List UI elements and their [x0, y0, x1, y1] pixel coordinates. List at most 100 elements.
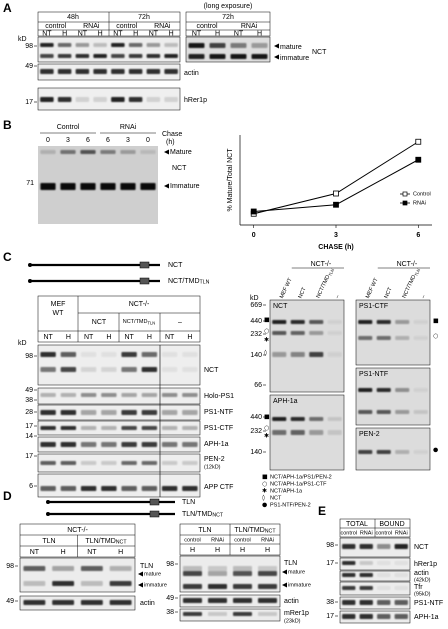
band: [342, 544, 356, 549]
band: [101, 410, 117, 415]
band: [141, 461, 158, 465]
protein-label: APH-1a: [204, 441, 229, 448]
lane-label: H: [265, 547, 270, 554]
group-label: RNAi: [83, 23, 100, 30]
protein-label: (23kD): [284, 618, 301, 624]
band: [40, 54, 54, 58]
band: [128, 97, 143, 102]
blot: [355, 367, 431, 426]
band: [80, 461, 97, 465]
band: [208, 566, 227, 571]
band: [40, 486, 56, 491]
group-label: control: [116, 23, 137, 30]
group-label: RNAi: [241, 23, 258, 30]
lane-label: NT: [149, 30, 159, 37]
legend-label: NCT/APH-1a: [270, 488, 303, 494]
legend-symbol: ■: [262, 474, 268, 481]
y-axis-label: % Mature/Total NCT: [227, 148, 234, 212]
arrowhead: [138, 571, 143, 577]
band: [359, 561, 373, 565]
construct-dot: [28, 279, 32, 283]
lane-label: 6: [106, 137, 110, 144]
band: [258, 566, 277, 571]
lane-label: H: [106, 334, 111, 341]
kd-marker: 98: [25, 353, 33, 360]
band: [80, 486, 97, 491]
band-label: immature: [144, 582, 167, 588]
protein-label: PS1-CTF: [204, 425, 233, 432]
lane-label: MEF WT: [279, 277, 294, 300]
time-label: 72h: [222, 14, 234, 21]
band: [377, 614, 391, 619]
kd-marker: 38: [326, 599, 334, 606]
band: [394, 600, 408, 605]
band: [272, 352, 287, 357]
band: [100, 150, 116, 154]
lane-label-sub: TLN: [327, 268, 335, 277]
band: [290, 320, 305, 324]
legend-symbol: ○: [262, 481, 267, 488]
band: [109, 600, 132, 605]
kd-marker: 440: [250, 318, 262, 325]
kd-marker: 38: [166, 609, 174, 616]
protein-label: APH-1a: [414, 614, 439, 621]
gel-label: APH-1a: [273, 398, 298, 405]
construct-label-sub: TLN: [200, 280, 210, 286]
band: [233, 584, 252, 589]
lane-label: NCT/TMDTLN: [316, 267, 335, 299]
band: [327, 430, 342, 435]
band: [75, 69, 90, 74]
band: [272, 331, 287, 335]
protein-label: actin: [284, 598, 299, 605]
group-label: TOTAL: [346, 521, 368, 528]
band: [40, 410, 56, 415]
lane-label: H: [98, 30, 103, 37]
lane-label: NT: [30, 549, 40, 556]
band: [358, 320, 373, 324]
band: [128, 69, 143, 74]
band: [413, 410, 428, 414]
protein-label: (12kD): [204, 464, 221, 470]
kd-marker: 140: [250, 449, 262, 456]
band: [309, 352, 324, 357]
protein-label: actin: [414, 570, 429, 577]
band: [413, 336, 428, 340]
band: [183, 612, 202, 616]
blot: [339, 610, 411, 624]
band: [101, 352, 117, 357]
kd-marker: 71: [26, 180, 34, 187]
gel-label: PS1-CTF: [359, 303, 388, 310]
band: [309, 331, 324, 335]
condition-label: RNAi: [360, 530, 373, 536]
band: [52, 600, 75, 605]
band: [182, 393, 198, 397]
data-point: [415, 138, 422, 145]
band: [121, 486, 137, 491]
band: [164, 97, 178, 102]
protein-label: actin: [184, 70, 199, 77]
group-label: NCT: [92, 319, 107, 326]
band: [359, 586, 373, 590]
band: [342, 573, 356, 577]
lane-label: H: [118, 549, 123, 556]
group-label: control: [45, 23, 66, 30]
band: [101, 486, 117, 491]
kd-label: kD: [18, 36, 27, 43]
band: [23, 566, 46, 571]
kd-marker: 98: [166, 561, 174, 568]
band: [377, 561, 391, 565]
blot: [19, 557, 136, 593]
construct-tmd: [149, 510, 160, 518]
group-label: NCT-/-: [311, 261, 332, 268]
complex-symbol: ■: [433, 318, 439, 325]
band: [60, 150, 76, 154]
band: [93, 69, 107, 74]
complex-symbol: ✱: [264, 337, 269, 344]
arrowhead: [138, 582, 143, 588]
protein-label: hRer1p: [414, 561, 437, 568]
panel-label: C: [3, 250, 12, 264]
band: [141, 486, 158, 491]
band: [23, 581, 46, 586]
blot: [339, 581, 411, 596]
